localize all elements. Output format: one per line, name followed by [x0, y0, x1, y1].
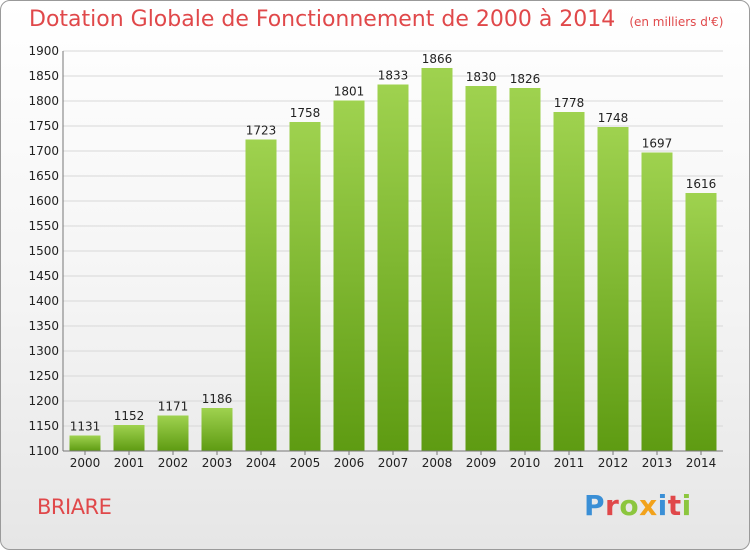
data-labels: 1131 1152 1171 1186 1723 1758 1801 1833 1866 1830… — [70, 52, 717, 434]
bar — [289, 122, 321, 451]
y-tick-label: 1850 — [28, 69, 59, 83]
bar — [685, 193, 717, 451]
bars — [69, 68, 717, 451]
y-tick-label: 1100 — [28, 444, 59, 458]
bar — [201, 408, 233, 451]
y-tick-label: 1450 — [28, 269, 59, 283]
proxiti-logo: Proxiti — [584, 489, 692, 522]
data-label: 1801 — [334, 85, 365, 99]
y-tick-label: 1250 — [28, 369, 59, 383]
y-tick-label: 1300 — [28, 344, 59, 358]
y-axis-ticks: 1100 1150 1200 1250 1300 1350 1400 1450 1500 1550… — [28, 44, 59, 458]
data-label: 1758 — [290, 106, 321, 120]
bar — [465, 86, 497, 451]
bar — [157, 415, 189, 451]
y-tick-label: 1550 — [28, 219, 59, 233]
bar — [641, 152, 673, 451]
bar — [69, 435, 101, 451]
bar — [377, 84, 409, 451]
x-tick-label: 2009 — [466, 456, 497, 470]
data-label: 1616 — [686, 177, 717, 191]
axes — [62, 51, 723, 452]
logo-letter: P — [584, 489, 606, 522]
logo-letter: r — [605, 489, 620, 522]
y-tick-label: 1700 — [28, 144, 59, 158]
bar — [553, 112, 585, 451]
chart-title: Dotation Globale de Fonctionnement de 20… — [29, 7, 616, 32]
bar — [597, 127, 629, 451]
logo-letter: x — [639, 489, 658, 522]
y-tick-label: 1200 — [28, 394, 59, 408]
x-tick-label: 2003 — [202, 456, 233, 470]
data-label: 1697 — [642, 137, 673, 151]
data-label: 1152 — [114, 409, 145, 423]
x-tick-label: 2014 — [686, 456, 717, 470]
x-tick-label: 2007 — [378, 456, 409, 470]
y-tick-label: 1500 — [28, 244, 59, 258]
bar — [421, 68, 453, 451]
y-tick-label: 1400 — [28, 294, 59, 308]
x-tick-label: 2006 — [334, 456, 365, 470]
bar — [333, 100, 365, 451]
x-tick-label: 2008 — [422, 456, 453, 470]
x-tick-label: 2002 — [158, 456, 189, 470]
logo-letter: t — [667, 489, 682, 522]
data-label: 1826 — [510, 72, 541, 86]
x-tick-label: 2011 — [554, 456, 585, 470]
data-label: 1778 — [554, 96, 585, 110]
data-label: 1866 — [422, 52, 453, 66]
bar — [509, 88, 541, 451]
data-label: 1830 — [466, 70, 497, 84]
y-tick-label: 1900 — [28, 44, 59, 58]
logo-letter: i — [657, 489, 668, 522]
title-row: Dotation Globale de Fonctionnement de 20… — [29, 7, 723, 32]
data-label: 1171 — [158, 400, 189, 414]
chart-subtitle: (en milliers d'€) — [629, 15, 724, 29]
data-label: 1186 — [202, 392, 233, 406]
x-tick-label: 2005 — [290, 456, 321, 470]
x-tick-label: 2010 — [510, 456, 541, 470]
x-tick-label: 2004 — [246, 456, 277, 470]
y-tick-label: 1150 — [28, 419, 59, 433]
logo-letter: i — [681, 489, 692, 522]
x-tick-label: 2001 — [114, 456, 145, 470]
y-tick-label: 1800 — [28, 94, 59, 108]
bar — [113, 425, 145, 451]
data-label: 1748 — [598, 111, 629, 125]
y-tick-label: 1750 — [28, 119, 59, 133]
data-label: 1723 — [246, 124, 277, 138]
bar — [245, 139, 277, 451]
x-tick-label: 2013 — [642, 456, 673, 470]
logo-letter: o — [619, 489, 640, 522]
y-tick-label: 1600 — [28, 194, 59, 208]
y-tick-label: 1350 — [28, 319, 59, 333]
x-tick-label: 2000 — [70, 456, 101, 470]
x-axis-ticks: 2000 2001 2002 2003 2004 2005 2006 2007 2008 2009… — [70, 451, 717, 470]
y-tick-label: 1650 — [28, 169, 59, 183]
data-label: 1833 — [378, 69, 409, 83]
x-tick-label: 2012 — [598, 456, 629, 470]
data-label: 1131 — [70, 420, 101, 434]
commune-name: BRIARE — [37, 495, 112, 519]
